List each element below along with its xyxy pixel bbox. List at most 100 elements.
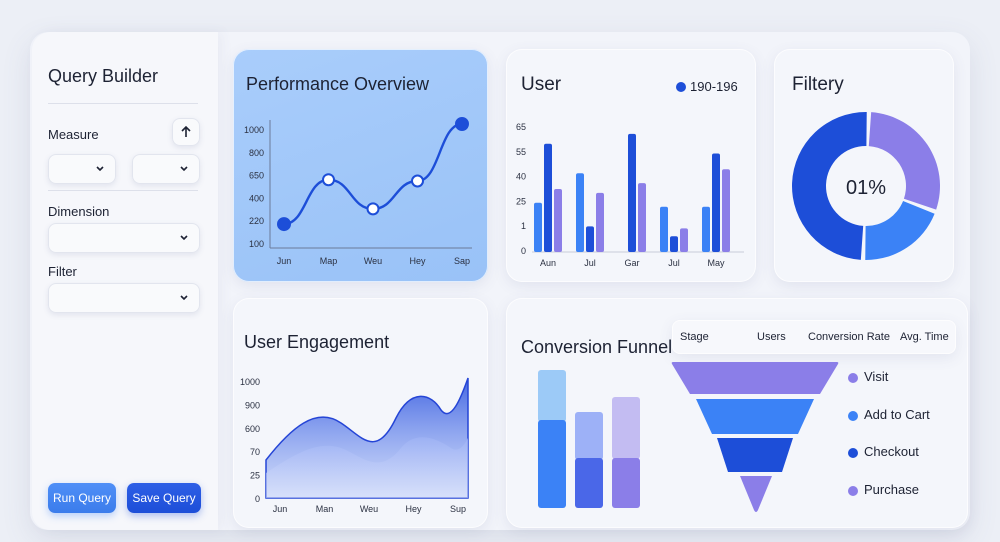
y-tick-label: 70 <box>250 447 260 457</box>
line-point <box>322 173 335 187</box>
chevron-down-icon <box>180 295 188 301</box>
funnel-bar-2-bottom <box>575 458 603 508</box>
y-tick-label: 1000 <box>244 125 264 135</box>
bar <box>576 173 584 252</box>
funnel-bar-1-top <box>538 370 566 422</box>
measure-select-1[interactable] <box>48 154 116 184</box>
y-tick-label: 900 <box>245 400 260 410</box>
funnel-legend-label: Purchase <box>864 481 919 497</box>
chevron-down-icon <box>180 235 188 241</box>
x-tick-label: Weu <box>360 504 378 514</box>
filter-label: Filter <box>48 264 77 279</box>
x-tick-label: Jul <box>668 258 680 268</box>
funnel-stage-purchase <box>740 476 772 512</box>
y-tick-label: 800 <box>249 148 264 158</box>
funnel-legend-dot <box>848 410 858 421</box>
funnel-legend-dot <box>848 373 858 383</box>
y-tick-label: 55 <box>516 147 526 157</box>
measure-label: Measure <box>48 127 99 142</box>
funnel-bar-3-top <box>612 397 640 459</box>
performance-title: Performance Overview <box>246 74 430 94</box>
y-tick-label: 100 <box>249 239 264 249</box>
x-tick-label: Jul <box>584 258 596 268</box>
dimension-label: Dimension <box>48 204 110 219</box>
donut-center-label: 01% <box>846 177 886 199</box>
bar <box>680 228 688 252</box>
funnel-legend-label: Visit <box>864 369 889 384</box>
bar <box>702 206 710 252</box>
x-tick-label: Aun <box>540 258 556 268</box>
filtery-title: Filtery <box>792 74 844 95</box>
x-tick-label: Sap <box>454 256 470 266</box>
x-tick-label: Hey <box>405 504 422 514</box>
bar <box>722 169 730 252</box>
chevron-down-icon <box>96 166 104 172</box>
bar <box>554 188 562 252</box>
sidebar-title: Query Builder <box>48 66 159 86</box>
x-tick-label: Jun <box>277 256 292 266</box>
header-stage: Stage <box>680 331 709 343</box>
engagement-area-secondary <box>266 437 468 498</box>
line-point <box>366 202 380 216</box>
funnel-bar-2-top <box>575 412 603 460</box>
bar <box>544 143 552 252</box>
funnel-title: Conversion Funnel <box>521 337 673 357</box>
y-tick-label: 400 <box>249 193 264 203</box>
donut-slice <box>791 112 867 260</box>
x-tick-label: May <box>707 258 725 268</box>
funnel-bar-3-bottom <box>612 458 640 508</box>
user-legend-label: 190-196 <box>690 79 738 94</box>
y-tick-label: 0 <box>521 246 526 256</box>
funnel-shape <box>671 362 839 512</box>
arrow-up-icon <box>181 125 191 137</box>
performance-chart: 1000 800 650 400 220 100 Jun Map Weu Hey Sap <box>244 117 472 266</box>
y-tick-label: 1000 <box>240 377 260 387</box>
funnel-legend-dot <box>848 448 858 458</box>
funnel-table-header <box>672 320 956 354</box>
y-tick-label: 1 <box>521 221 526 231</box>
y-tick-label: 220 <box>249 216 264 226</box>
bar <box>596 192 604 252</box>
user-title: User <box>521 74 562 95</box>
engagement-title: User Engagement <box>244 332 390 352</box>
dimension-select[interactable] <box>48 223 200 253</box>
bar <box>660 206 668 252</box>
funnel-stage-checkout <box>717 438 793 472</box>
line-point <box>455 117 469 131</box>
y-tick-label: 40 <box>516 172 526 182</box>
filter-select[interactable] <box>48 283 200 313</box>
filtery-donut-chart: 01% <box>791 112 940 260</box>
funnel-legend-dot <box>848 485 858 496</box>
x-tick-label: Sup <box>450 504 466 514</box>
donut-slice <box>865 200 935 260</box>
measure-select-2[interactable] <box>132 154 200 184</box>
save-query-button[interactable]: Save Query <box>127 483 201 513</box>
x-tick-label: Jun <box>273 504 288 514</box>
bar <box>586 226 594 252</box>
query-builder-sidebar <box>32 32 218 530</box>
y-tick-label: 25 <box>516 196 526 206</box>
line-point <box>411 174 424 188</box>
run-query-button[interactable]: Run Query <box>48 483 116 513</box>
bar <box>712 153 720 252</box>
funnel-legend-label: Checkout <box>864 444 919 459</box>
measure-divider <box>48 190 198 191</box>
engagement-area-chart: 1000 900 600 70 25 0 Jun Man Weu Hey Sup <box>240 377 469 514</box>
funnel-bar-chart <box>538 370 640 508</box>
x-tick-label: Hey <box>409 256 426 266</box>
y-tick-label: 25 <box>250 471 260 481</box>
x-tick-label: Weu <box>364 256 382 266</box>
performance-overview-card <box>233 49 488 282</box>
sort-button[interactable] <box>172 118 200 146</box>
header-avg-time: Avg. Time <box>900 331 949 343</box>
bar <box>638 183 646 252</box>
funnel-stage-add-to-cart <box>696 399 814 434</box>
funnel-bar-1-bottom <box>538 420 566 508</box>
x-tick-label: Gar <box>624 258 639 268</box>
x-tick-label: Man <box>316 504 334 514</box>
bar <box>628 133 636 252</box>
funnel-stage-visit <box>671 362 839 394</box>
legend-dot <box>676 82 686 92</box>
line-point <box>277 217 291 232</box>
